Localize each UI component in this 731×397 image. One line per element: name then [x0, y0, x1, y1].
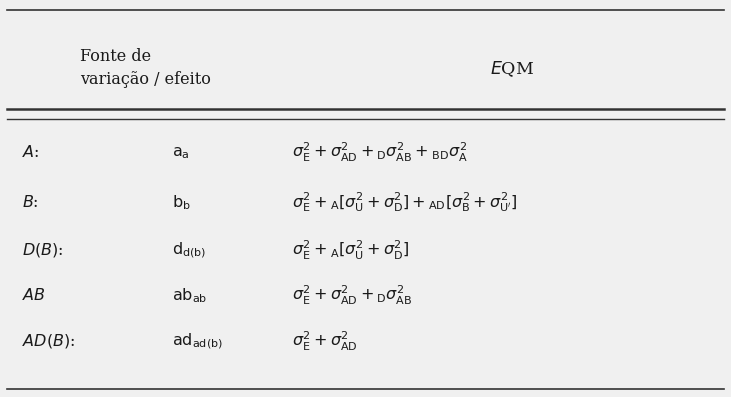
- Text: $B$:: $B$:: [22, 194, 39, 211]
- Text: $\mathrm{a}_{\mathrm{a}}$: $\mathrm{a}_{\mathrm{a}}$: [172, 145, 189, 161]
- Text: $\sigma^{2}_{\mathrm{E}} + {}_{\mathrm{A}}[\sigma^{2}_{\mathrm{U}} + \sigma^{2}_: $\sigma^{2}_{\mathrm{E}} + {}_{\mathrm{A…: [292, 239, 409, 262]
- Text: $\sigma^{2}_{\mathrm{E}} + \sigma^{2}_{\mathrm{AD}} + {}_{\mathrm{D}}\sigma^{2}_: $\sigma^{2}_{\mathrm{E}} + \sigma^{2}_{\…: [292, 284, 413, 307]
- Text: $\mathrm{d}_{\mathrm{d(b)}}$: $\mathrm{d}_{\mathrm{d(b)}}$: [172, 240, 206, 260]
- Text: $\sigma^{2}_{\mathrm{E}} + \sigma^{2}_{\mathrm{AD}} + {}_{\mathrm{D}}\sigma^{2}_: $\sigma^{2}_{\mathrm{E}} + \sigma^{2}_{\…: [292, 141, 469, 164]
- Text: $\mathrm{b}_{\mathrm{b}}$: $\mathrm{b}_{\mathrm{b}}$: [172, 193, 191, 212]
- Text: $AD(B)$:: $AD(B)$:: [22, 332, 75, 351]
- Text: $A$:: $A$:: [22, 145, 39, 161]
- Text: $D(B)$:: $D(B)$:: [22, 241, 64, 259]
- Text: $\mathrm{ad}_{\mathrm{ad(b)}}$: $\mathrm{ad}_{\mathrm{ad(b)}}$: [172, 331, 223, 351]
- Text: $\sigma^{2}_{\mathrm{E}} + \sigma^{2}_{\mathrm{AD}}$: $\sigma^{2}_{\mathrm{E}} + \sigma^{2}_{\…: [292, 330, 358, 353]
- Text: $E$QM: $E$QM: [490, 60, 534, 79]
- Text: $\mathrm{ab}_{\mathrm{ab}}$: $\mathrm{ab}_{\mathrm{ab}}$: [172, 286, 207, 305]
- Text: $AB$: $AB$: [22, 287, 46, 304]
- Text: $\sigma^{2}_{\mathrm{E}} + {}_{\mathrm{A}}[\sigma^{2}_{\mathrm{U}} + \sigma^{2}_: $\sigma^{2}_{\mathrm{E}} + {}_{\mathrm{A…: [292, 191, 518, 214]
- Text: Fonte de
variação / efeito: Fonte de variação / efeito: [80, 48, 211, 88]
